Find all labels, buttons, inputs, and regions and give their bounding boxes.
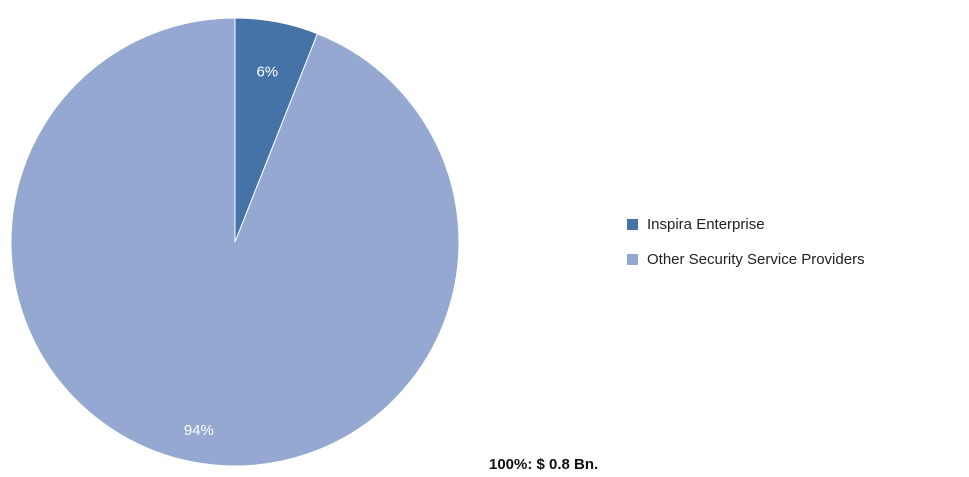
pie-data-labels: 6% 94%: [184, 64, 278, 440]
legend-label-other-providers: Other Security Service Providers: [647, 250, 865, 268]
pie-slices: [10, 17, 460, 467]
legend-item-other-providers: Other Security Service Providers: [627, 249, 865, 269]
pie-slice-other-security-service-providers: [10, 17, 460, 467]
legend-swatch-other-providers: [627, 253, 638, 265]
chart-legend: Inspira Enterprise Other Security Servic…: [627, 214, 865, 284]
total-market-note: 100%: $ 0.8 Bn.: [489, 456, 599, 473]
legend-item-inspira-enterprise: Inspira Enterprise: [627, 214, 865, 234]
data-label-inspira-enterprise: 6%: [256, 64, 278, 81]
legend-swatch-inspira-enterprise: [627, 218, 638, 230]
legend-label-inspira-enterprise: Inspira Enterprise: [647, 215, 765, 233]
data-label-other-security-service-providers: 94%: [184, 422, 214, 439]
